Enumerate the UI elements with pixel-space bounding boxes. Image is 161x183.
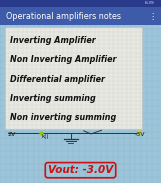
- Text: Operational amplifiers notes: Operational amplifiers notes: [6, 12, 121, 21]
- Text: 2V: 2V: [7, 132, 15, 137]
- FancyBboxPatch shape: [5, 27, 142, 129]
- Text: ⋮: ⋮: [148, 12, 156, 21]
- Text: Differential amplifier: Differential amplifier: [10, 74, 105, 84]
- Text: Vout: -3.0V: Vout: -3.0V: [48, 165, 113, 175]
- Text: 6:39: 6:39: [145, 1, 155, 5]
- Text: Non inverting summing: Non inverting summing: [10, 113, 116, 122]
- Text: Non Inverting Amplifier: Non Inverting Amplifier: [10, 55, 116, 64]
- Text: k(): k(): [41, 134, 49, 139]
- Text: Inverting summing: Inverting summing: [10, 94, 95, 103]
- FancyBboxPatch shape: [0, 0, 161, 7]
- Text: -3V: -3V: [135, 132, 145, 137]
- Text: Inverting Amplifier: Inverting Amplifier: [10, 36, 95, 45]
- FancyBboxPatch shape: [0, 7, 161, 25]
